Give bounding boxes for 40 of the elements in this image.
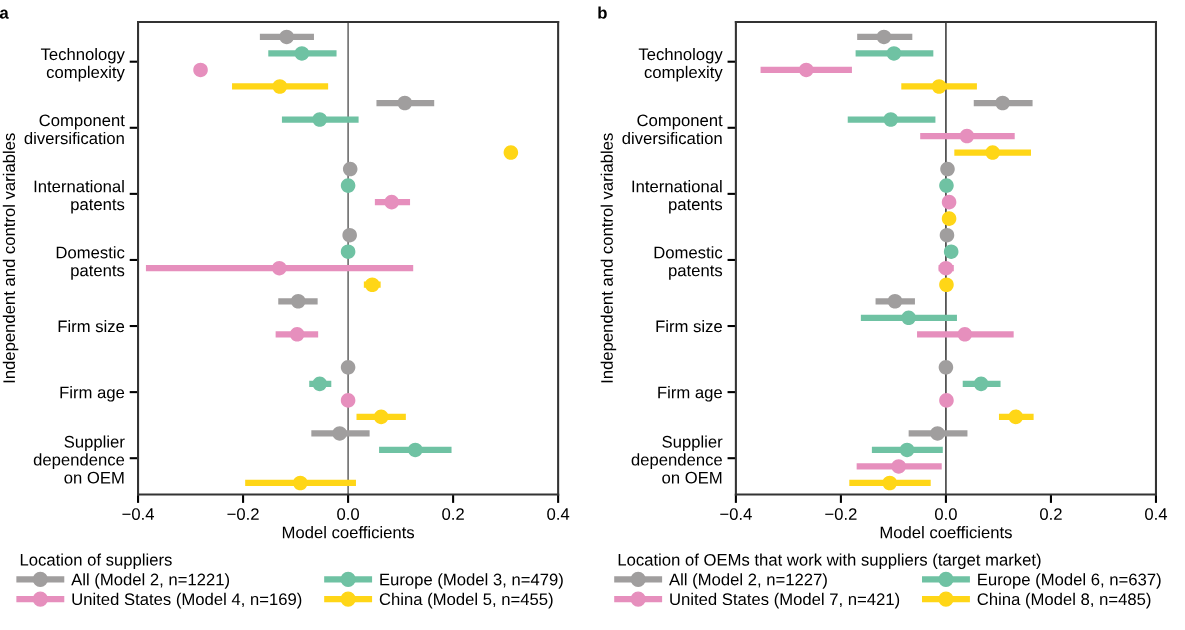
y-tick-label: International patents	[632, 180, 723, 214]
y-axis-title: Independent and control variables	[2, 133, 19, 383]
legend-title: Location of suppliers	[20, 553, 172, 569]
x-tick-label: −0.4	[122, 508, 155, 520]
legend-label: United States (Model 4, n=169)	[72, 592, 302, 609]
x-tick-label: 0.0	[337, 508, 360, 520]
text: a	[0, 9, 9, 19]
x-tick-label: 0.0	[934, 508, 957, 520]
y-tick-label: Supplier dependence on OEM	[33, 435, 125, 484]
x-axis-title: Model coefficients	[282, 526, 415, 539]
x-tick-label: 0.4	[1145, 508, 1168, 520]
x-tick-label: 0.2	[442, 508, 464, 520]
x-tick-label: −0.2	[825, 508, 857, 520]
y-tick-label: Domestic patents	[56, 246, 125, 280]
y-tick-label: Technology complexity	[638, 47, 723, 82]
y-tick-label: Firm size	[58, 320, 125, 333]
legend-label: Europe (Model 3, n=479)	[380, 573, 563, 589]
legend-title: Location of OEMs that work with suppliers (target market)	[618, 553, 1041, 569]
y-tick-label: Technology complexity	[40, 47, 125, 82]
chart-title: b	[598, 6, 607, 19]
y-tick-label: Firm age	[658, 386, 722, 402]
y-tick-label: International patents	[34, 180, 125, 214]
x-axis-title: Model coefficients	[880, 526, 1012, 539]
legend-label: China (Model 5, n=455)	[379, 592, 553, 609]
y-tick-label: Firm size	[656, 320, 722, 333]
y-tick-label: Firm age	[60, 386, 125, 402]
x-tick-label: 0.2	[1040, 508, 1062, 520]
legend-label: All (Model 2, n=1221)	[71, 573, 230, 589]
x-tick-label: −0.2	[227, 508, 259, 520]
legend-label: All (Model 2, n=1227)	[669, 573, 827, 589]
y-axis-title: Independent and control variables	[600, 133, 617, 383]
y-tick-label: Component diversification	[622, 114, 723, 145]
legend-label: United States (Model 7, n=421)	[670, 592, 900, 609]
y-tick-label: Supplier dependence on OEM	[631, 435, 723, 484]
y-tick-label: Component diversification	[24, 114, 125, 145]
legend-label: Europe (Model 6, n=637)	[978, 573, 1161, 589]
legend-label: China (Model 8, n=485)	[977, 592, 1151, 609]
y-tick-label: Domestic patents	[654, 246, 723, 280]
x-tick-label: 0.4	[547, 508, 570, 520]
x-tick-label: −0.4	[720, 508, 752, 520]
